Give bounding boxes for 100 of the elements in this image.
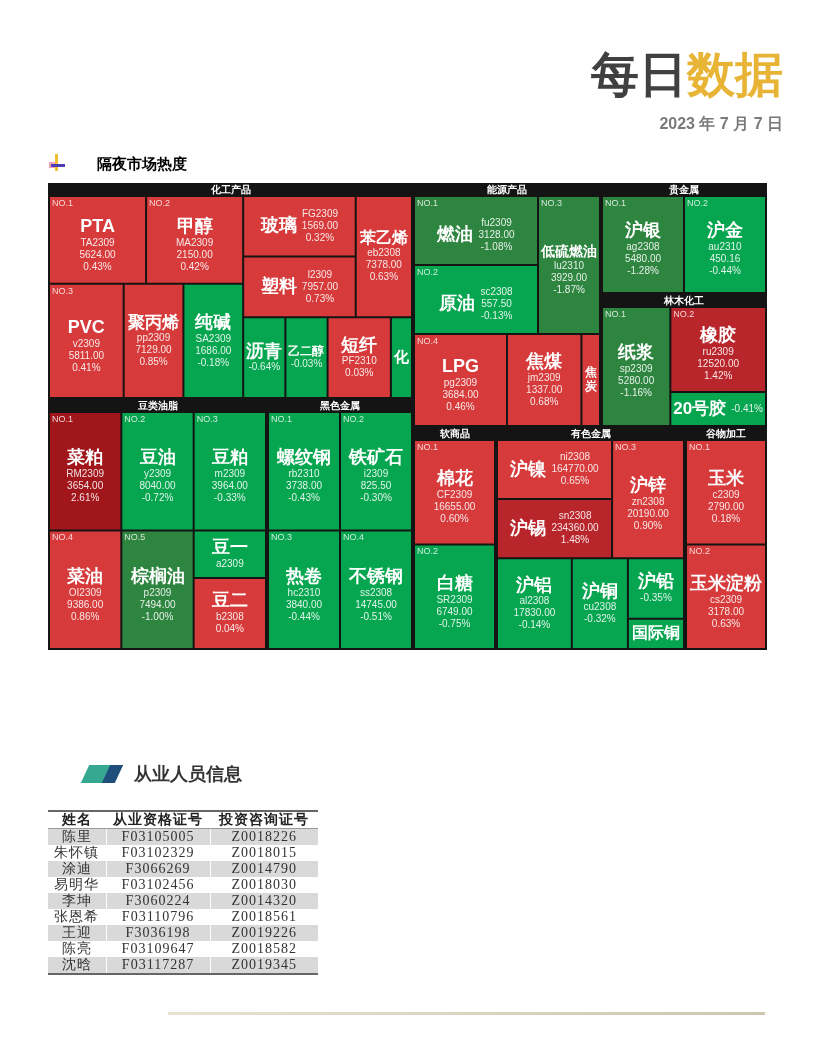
text: NO.3 — [196, 413, 218, 424]
category-label: 乙二醇 — [288, 343, 325, 358]
text: NO.3 — [271, 532, 293, 543]
text: NO.1 — [689, 441, 711, 452]
text: Z0019345 — [231, 957, 298, 972]
text: NO.2 — [149, 197, 171, 208]
data-label: au2310 450.16 -0.44% — [708, 241, 743, 277]
category-label: 苯乙烯 — [358, 229, 408, 247]
text: NO.2 — [417, 266, 439, 277]
data-label: ni2308 164770.00 0.65% — [551, 451, 600, 487]
data-label: fu2309 3128.00 -1.08% — [478, 217, 516, 253]
data-label: -0.41% — [731, 402, 764, 414]
text: 李坤 — [61, 893, 92, 908]
category-label: 聚丙烯 — [127, 312, 180, 332]
data-label: -0.35% — [640, 592, 672, 604]
text: NO.4 — [417, 335, 439, 346]
text: Z0014790 — [231, 861, 298, 876]
text: NO.2 — [417, 546, 439, 557]
text: 林木化工 — [663, 294, 704, 306]
data-label: cs2309 3178.00 0.63% — [707, 593, 745, 629]
category-label: 国际铜 — [631, 624, 680, 642]
data-label: al2308 17830.00 -0.14% — [513, 595, 556, 631]
text: F03117287 — [121, 957, 195, 972]
category-label: 20号胶 — [673, 398, 727, 418]
category-label: LPG — [441, 355, 480, 376]
text: Z0018561 — [231, 909, 298, 924]
data-label: b2308 0.04% — [215, 611, 245, 635]
text: F03110796 — [121, 909, 195, 924]
data-label: zn2308 20190.00 0.90% — [627, 495, 670, 531]
category-label: 焦炭 — [583, 365, 598, 394]
data-label: ss2308 14745.00 -0.51% — [355, 586, 398, 622]
text: F3060224 — [125, 893, 191, 908]
text: F03102456 — [121, 877, 195, 892]
text: NO.1 — [52, 197, 74, 208]
category-label: 低硫燃油 — [540, 242, 597, 259]
category-label: 沪银 — [624, 220, 662, 241]
data-label: i2309 825.50 -0.30% — [360, 468, 392, 503]
category-label: 铁矿石 — [348, 447, 403, 468]
category-label: 沥青 — [245, 340, 283, 361]
category-label: 豆粕 — [210, 447, 248, 468]
text: Z0018582 — [231, 941, 298, 956]
data-label: m2309 3964.00 -0.33% — [211, 468, 249, 503]
data-label: PF2310 0.03% — [341, 355, 378, 379]
data-label: FG2309 1569.00 0.32% — [301, 208, 339, 244]
data-label: ru2309 12520.00 1.42% — [697, 346, 740, 382]
category-label: 豆一 — [210, 537, 248, 558]
category-label: 玉米 — [707, 468, 745, 489]
category-label: 投资咨询证号 — [210, 811, 318, 829]
data-label: p2309 7494.00 -1.00% — [139, 586, 177, 622]
category-label: 沪铝 — [515, 574, 553, 595]
text: 隔夜市场热度 — [97, 154, 187, 174]
text: Z0018226 — [231, 829, 298, 844]
category-label: 姓名 — [48, 811, 106, 829]
text: F03109647 — [121, 941, 195, 956]
text: 黑色金属 — [319, 399, 360, 411]
data-label: l2309 7957.00 0.73% — [301, 268, 339, 304]
data-label: pp2309 7129.00 0.85% — [135, 332, 173, 368]
category-label: 从业资格证号 — [106, 811, 210, 829]
text: Z0018015 — [231, 845, 298, 860]
text: Z0014320 — [231, 893, 298, 908]
text: 豆类油脂 — [136, 399, 178, 411]
category-label: PTA — [80, 215, 115, 236]
data-label: sc2308 557.50 -0.13% — [480, 286, 514, 322]
category-label: 豆二 — [210, 590, 248, 611]
text: NO.5 — [124, 532, 146, 543]
category-label: 白糖 — [436, 572, 473, 593]
category-label: 燃油 — [436, 224, 474, 245]
text: 能源产品 — [487, 183, 527, 195]
text: 谷物加工 — [705, 427, 746, 439]
category-label: PVC — [67, 316, 105, 337]
category-label: 纯碱 — [194, 311, 232, 332]
category-label: 沪金 — [706, 220, 743, 241]
text: NO.1 — [417, 197, 439, 208]
text: NO.2 — [673, 308, 695, 319]
data-label: sn2308 234360.00 1.48% — [551, 510, 600, 546]
text: 涂迪 — [61, 861, 92, 876]
text: 有色金属 — [569, 427, 611, 439]
category-label: 沪铅 — [636, 571, 674, 592]
category-label: 不锈钢 — [348, 565, 403, 586]
text: NO.3 — [615, 441, 637, 452]
category-label: 沪锡 — [509, 517, 547, 538]
data-label: cu2308 -0.32% — [583, 601, 617, 625]
data-label: OI2309 9386.00 0.86% — [67, 586, 104, 622]
text: NO.3 — [541, 197, 563, 208]
category-label: 热卷 — [285, 565, 322, 586]
text: NO.1 — [52, 413, 74, 424]
text: 化工产品 — [209, 183, 251, 195]
category-label: 豆油 — [138, 447, 176, 468]
category-label: 化 — [392, 347, 410, 365]
data-label: ag2308 5480.00 -1.28% — [624, 241, 662, 277]
text: 软商品 — [438, 427, 470, 439]
data-label: TA2309 5624.00 0.43% — [79, 236, 117, 272]
data-label: -0.03% — [290, 358, 323, 370]
text: NO.1 — [271, 413, 293, 424]
text: 每日数据 — [591, 48, 783, 101]
text: NO.1 — [605, 197, 627, 208]
category-label: 沪锌 — [629, 475, 667, 496]
text: 易明华 — [54, 877, 100, 892]
category-label: 沪铜 — [580, 580, 618, 601]
text: NO.1 — [417, 441, 439, 452]
